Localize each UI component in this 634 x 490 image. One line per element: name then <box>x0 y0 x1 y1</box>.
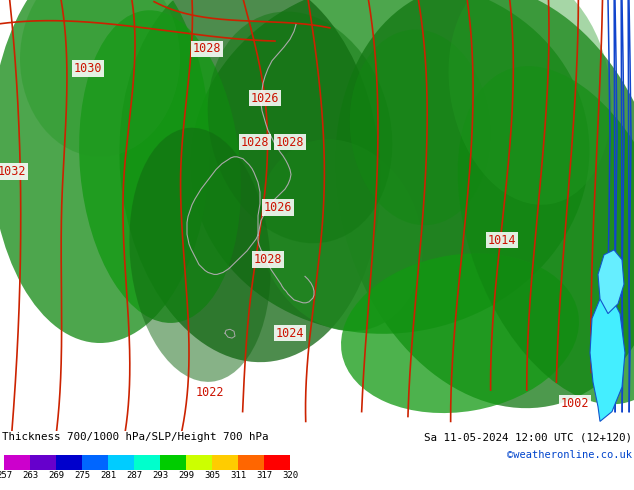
Bar <box>108 455 134 470</box>
Ellipse shape <box>335 0 634 408</box>
Text: 1030: 1030 <box>74 62 102 75</box>
Polygon shape <box>598 250 624 314</box>
Ellipse shape <box>129 128 271 382</box>
Text: 1028: 1028 <box>193 43 221 55</box>
Text: 269: 269 <box>48 471 64 480</box>
Text: 1026: 1026 <box>251 92 279 104</box>
Bar <box>186 455 212 470</box>
Text: 1028: 1028 <box>276 136 304 148</box>
Ellipse shape <box>458 66 634 404</box>
Text: 1028: 1028 <box>241 136 269 148</box>
Bar <box>264 455 290 470</box>
Ellipse shape <box>0 0 210 343</box>
Text: 293: 293 <box>152 471 168 480</box>
Text: Thickness 700/1000 hPa/SLP/Height 700 hPa: Thickness 700/1000 hPa/SLP/Height 700 hP… <box>2 432 269 442</box>
Ellipse shape <box>341 253 579 413</box>
Text: 263: 263 <box>22 471 38 480</box>
Ellipse shape <box>119 0 380 362</box>
Bar <box>30 455 56 470</box>
Ellipse shape <box>191 0 590 334</box>
Text: 299: 299 <box>178 471 194 480</box>
Text: Sa 11-05-2024 12:00 UTC (12+120): Sa 11-05-2024 12:00 UTC (12+120) <box>424 432 632 442</box>
Text: 320: 320 <box>282 471 298 480</box>
Text: 1026: 1026 <box>264 201 292 214</box>
Ellipse shape <box>257 139 423 331</box>
Text: 1014: 1014 <box>488 234 516 246</box>
Text: 281: 281 <box>100 471 116 480</box>
Text: 317: 317 <box>256 471 272 480</box>
Ellipse shape <box>20 0 180 157</box>
Text: 311: 311 <box>230 471 246 480</box>
Ellipse shape <box>448 0 612 205</box>
Text: ©weatheronline.co.uk: ©weatheronline.co.uk <box>507 450 632 460</box>
Text: 257: 257 <box>0 471 12 480</box>
Text: 287: 287 <box>126 471 142 480</box>
Text: 275: 275 <box>74 471 90 480</box>
Text: 1024: 1024 <box>276 327 304 340</box>
Polygon shape <box>590 294 625 421</box>
Bar <box>238 455 264 470</box>
Bar <box>4 455 30 470</box>
Text: 1028: 1028 <box>254 253 282 266</box>
Bar <box>82 455 108 470</box>
Bar <box>56 455 82 470</box>
Text: 1032: 1032 <box>0 165 26 178</box>
Ellipse shape <box>350 29 490 225</box>
Text: 1022: 1022 <box>196 386 224 398</box>
Text: 1002: 1002 <box>560 397 589 410</box>
Bar <box>134 455 160 470</box>
Ellipse shape <box>79 10 241 323</box>
Bar <box>212 455 238 470</box>
Text: 305: 305 <box>204 471 220 480</box>
Ellipse shape <box>208 12 392 243</box>
Bar <box>160 455 186 470</box>
